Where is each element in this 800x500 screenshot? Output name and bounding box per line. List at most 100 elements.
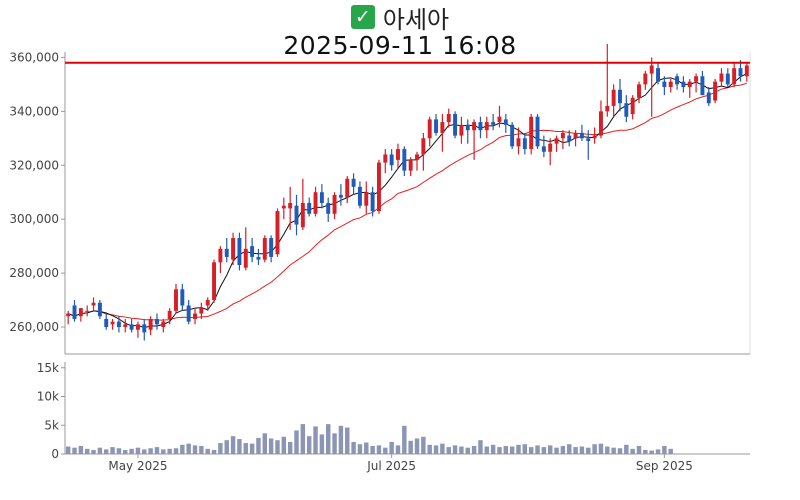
candle-body (389, 154, 394, 166)
candle-body (618, 89, 622, 104)
candle-body (554, 138, 559, 144)
volume-bar (364, 442, 369, 454)
candle-body (129, 324, 134, 330)
candle-body (66, 313, 71, 317)
volume-bar (72, 447, 77, 454)
volume-bar (567, 444, 572, 454)
volume-bar (110, 447, 115, 454)
price-y-tick-label: 260,000 (9, 320, 59, 334)
candle-body (256, 256, 261, 260)
candle-body (135, 324, 140, 330)
volume-bar (91, 449, 96, 454)
candle-body (662, 81, 667, 88)
volume-bar (300, 424, 306, 454)
candle-body (262, 238, 267, 260)
volume-bar (560, 445, 566, 454)
candle-body (186, 305, 191, 322)
volume-bar (427, 444, 432, 454)
candle-body (408, 159, 413, 171)
candle-body (72, 305, 77, 319)
candle-body (573, 132, 578, 139)
candle-body (478, 122, 483, 131)
volume-bar (116, 448, 122, 454)
candle-body (694, 76, 699, 82)
volume-bar (490, 444, 496, 454)
candle-body (560, 132, 565, 139)
candle-body (275, 211, 280, 255)
candle-body (357, 186, 362, 206)
candle-body (637, 84, 641, 98)
candle-body (719, 73, 724, 82)
candle-body (123, 324, 128, 328)
candle-body (611, 89, 616, 106)
candle-body (738, 68, 743, 77)
volume-bar (522, 444, 528, 454)
volume-bar (509, 446, 515, 454)
candle-body (453, 114, 458, 136)
x-tick-label: Sep 2025 (636, 459, 693, 473)
volume-bar (199, 445, 204, 454)
candle-body (516, 138, 521, 147)
candle-body (167, 310, 172, 319)
ma20-line (67, 82, 747, 321)
stock-name: 아세아 (382, 5, 450, 34)
volume-bar (281, 436, 287, 454)
candle-body (110, 321, 115, 325)
candle-body (224, 248, 229, 257)
candle-body (212, 262, 217, 301)
volume-bar (325, 424, 331, 454)
volume-bar (655, 449, 661, 454)
volume-bar (180, 444, 185, 454)
candle-body (503, 119, 508, 125)
candle-body (541, 146, 546, 152)
candle-body (364, 192, 369, 206)
volume-bar (370, 445, 375, 454)
candle-body (586, 138, 591, 141)
volume-bar (421, 436, 426, 454)
candle-body (592, 135, 597, 139)
candle-body (687, 81, 692, 88)
volume-bar (306, 436, 312, 454)
price-y-tick-label: 300,000 (9, 212, 59, 226)
volume-bar (592, 444, 597, 454)
volume-bar (104, 449, 109, 454)
candle-body (484, 122, 489, 131)
candle-body (535, 116, 540, 147)
volume-y-tick-label: 10k (37, 390, 59, 404)
candle-body (713, 81, 718, 101)
candle-body (326, 203, 331, 214)
candle-body (605, 105, 610, 112)
ma5-line (67, 73, 748, 329)
volume-y-tick-label: 15k (37, 361, 59, 375)
volume-bar (586, 447, 591, 454)
volume-bar (186, 443, 191, 454)
volume-bar (84, 448, 90, 454)
price-y-tick-label: 280,000 (9, 266, 59, 280)
candle-body (142, 324, 147, 333)
volume-bar (547, 445, 553, 454)
candle-body (522, 138, 527, 150)
candle-body (421, 138, 426, 155)
candle-body (104, 318, 109, 328)
volume-bar (167, 448, 172, 454)
x-tick-label: Jul 2025 (366, 459, 416, 473)
volume-bar (484, 446, 490, 454)
candle-body (319, 192, 324, 203)
volume-bar (142, 449, 147, 454)
volume-bar (516, 444, 521, 454)
volume-bar (338, 425, 344, 454)
candle-body (370, 192, 375, 212)
candle-body (351, 178, 356, 187)
candle-body (205, 300, 210, 306)
volume-bar (668, 448, 673, 454)
volume-bar (249, 443, 255, 454)
price-y-tick-label: 340,000 (9, 104, 59, 118)
volume-bar (135, 447, 141, 454)
candle-body (85, 310, 90, 312)
volume-bar (287, 441, 293, 454)
candle-body (459, 124, 464, 136)
candle-body (681, 81, 686, 88)
candle-body (510, 124, 515, 147)
check-mark-icon: ✓ (350, 5, 375, 29)
